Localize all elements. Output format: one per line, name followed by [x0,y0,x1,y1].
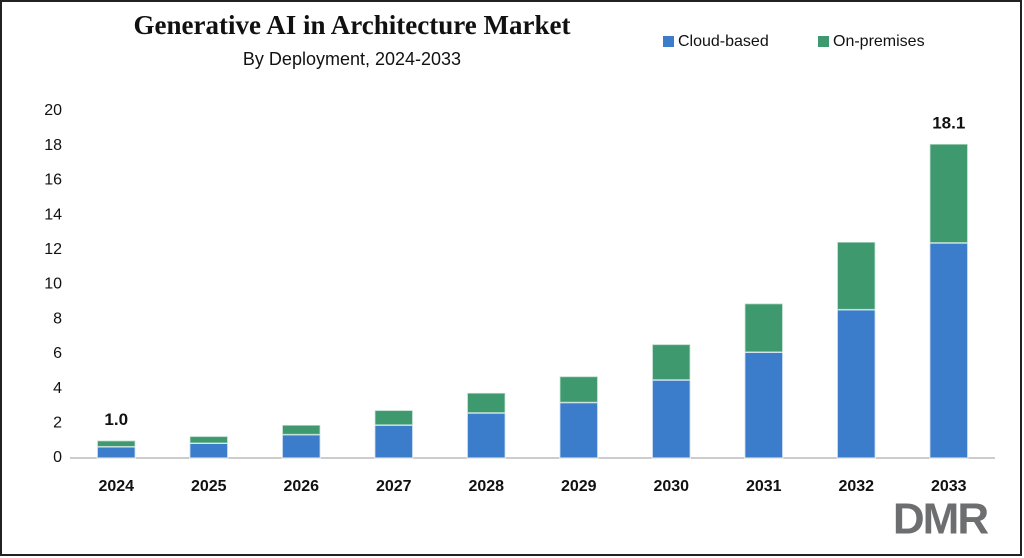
y-tick-label: 12 [44,241,62,258]
bar-segment [281,424,321,436]
y-tick-label: 16 [44,172,62,189]
bar-segment [929,242,969,459]
bar-segment [744,302,784,353]
x-tick-label: 2024 [98,478,134,495]
legend-label: On-premises [833,33,925,50]
bar-segment [836,241,876,311]
logo: DMR [893,495,988,544]
y-tick-label: 6 [53,345,62,362]
bar-segment [374,424,414,459]
x-tick-label: 2030 [653,478,689,495]
y-tick-label: 10 [44,276,62,293]
bar-segment [929,143,969,244]
x-tick-label: 2027 [376,478,412,495]
y-tick-label: 0 [53,449,62,466]
bar-segment [651,343,691,381]
bar-segment [651,379,691,459]
x-tick-label: 2026 [283,478,319,495]
legend-swatch [663,36,674,47]
y-tick-label: 2 [53,415,62,432]
y-tick-label: 18 [44,137,62,154]
bar-segment [96,445,136,459]
legend-label: Cloud-based [678,33,769,50]
x-tick-label: 2029 [561,478,597,495]
bar-segment [559,375,599,404]
bar-segment [281,433,321,459]
bar-segment [189,435,229,445]
x-tick-label: 2025 [191,478,227,495]
bar-segment [374,409,414,426]
bar-segment [744,351,784,459]
bar-segment [466,412,506,459]
chart-subtitle: By Deployment, 2024-2033 [243,49,461,69]
y-tick-label: 8 [53,310,62,327]
x-tick-label: 2031 [746,478,782,495]
y-tick-label: 20 [44,102,62,119]
x-tick-label: 2032 [838,478,874,495]
x-tick-label: 2033 [931,478,967,495]
bar-segment [96,439,136,448]
chart-title: Generative AI in Architecture Market [134,10,571,40]
x-tick-label: 2028 [468,478,504,495]
total-label: 18.1 [932,113,965,132]
bar-segment [559,401,599,459]
total-label: 1.0 [104,410,128,429]
bar-segment [836,308,876,459]
y-tick-label: 14 [44,206,62,223]
bar-segment [466,392,506,414]
bar-segment [189,442,229,459]
legend-swatch [818,36,829,47]
y-tick-label: 4 [53,380,62,397]
